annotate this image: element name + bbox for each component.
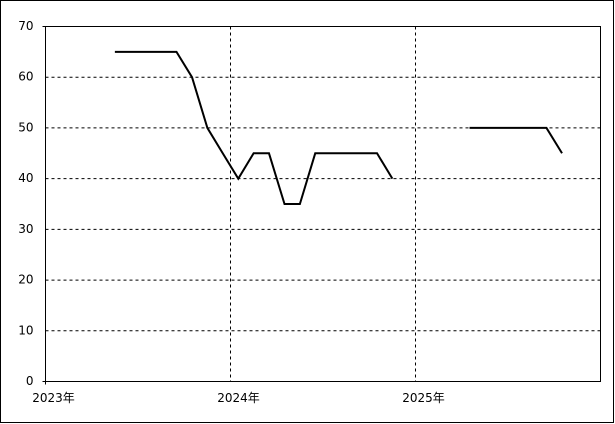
data-line xyxy=(114,50,563,205)
y-tick-label: 10 xyxy=(18,323,33,337)
y-tick-label: 70 xyxy=(18,19,33,33)
y-tick-label: 40 xyxy=(18,171,33,185)
plot-area xyxy=(45,26,601,382)
y-tick-label: 20 xyxy=(18,273,33,287)
x-tick-label: 2025年 xyxy=(402,391,445,405)
y-tick-label: 30 xyxy=(18,222,33,236)
y-tick-label: 0 xyxy=(26,374,34,388)
y-tick-label: 60 xyxy=(18,70,33,84)
y-tick-label: 50 xyxy=(18,120,33,134)
x-tick-label: 2024年 xyxy=(217,391,260,405)
x-tick-label: 2023年 xyxy=(32,391,75,405)
